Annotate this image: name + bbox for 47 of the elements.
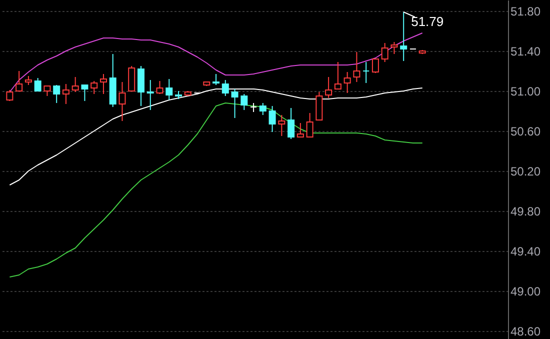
candlestick bbox=[222, 80, 229, 96]
candlestick bbox=[34, 78, 42, 92]
candlestick bbox=[372, 58, 379, 74]
y-tick-label: 49.00 bbox=[510, 284, 541, 298]
candlestick bbox=[6, 90, 14, 102]
candlestick bbox=[334, 62, 342, 90]
y-tick-label: 49.80 bbox=[510, 204, 541, 218]
y-tick-label: 51.40 bbox=[510, 44, 541, 58]
candlestick bbox=[278, 114, 286, 136]
candlestick bbox=[381, 42, 388, 62]
annotation: 51.79 bbox=[411, 14, 444, 29]
candlestick bbox=[16, 70, 23, 92]
y-tick-label: 48.60 bbox=[510, 324, 541, 338]
candlestick bbox=[62, 84, 70, 104]
candlestick bbox=[259, 102, 266, 116]
candlestick bbox=[390, 42, 398, 54]
candlestick bbox=[53, 84, 60, 104]
candlestick bbox=[296, 122, 304, 138]
candlestick bbox=[118, 82, 126, 122]
candlestick bbox=[137, 66, 144, 106]
y-tick-label: 51.00 bbox=[510, 84, 541, 98]
candlestick bbox=[344, 72, 351, 94]
candlestick bbox=[316, 92, 323, 120]
candlestick bbox=[325, 76, 332, 98]
candlestick bbox=[100, 74, 107, 94]
candlestick bbox=[166, 78, 173, 100]
y-tick-label: 51.80 bbox=[510, 4, 541, 18]
candlestick bbox=[90, 80, 98, 94]
candlestick bbox=[362, 62, 370, 84]
candlestick bbox=[44, 86, 51, 96]
candlestick bbox=[128, 66, 136, 92]
candlestick bbox=[288, 108, 295, 140]
candlestick bbox=[353, 52, 360, 82]
y-tick-label: 50.20 bbox=[510, 164, 541, 178]
candlestick bbox=[306, 112, 314, 138]
candlestick bbox=[156, 80, 164, 94]
candlestick bbox=[72, 76, 79, 92]
candlestick bbox=[240, 94, 248, 110]
candlestick bbox=[268, 106, 276, 132]
candlestick bbox=[81, 84, 88, 102]
candlestick bbox=[231, 88, 238, 118]
y-tick-label: 49.40 bbox=[510, 244, 541, 258]
candlestick bbox=[146, 80, 154, 110]
line-series bbox=[9, 32, 423, 92]
candlestick bbox=[212, 74, 220, 86]
candlestick bbox=[400, 12, 408, 62]
y-tick-label: 50.60 bbox=[510, 124, 541, 138]
